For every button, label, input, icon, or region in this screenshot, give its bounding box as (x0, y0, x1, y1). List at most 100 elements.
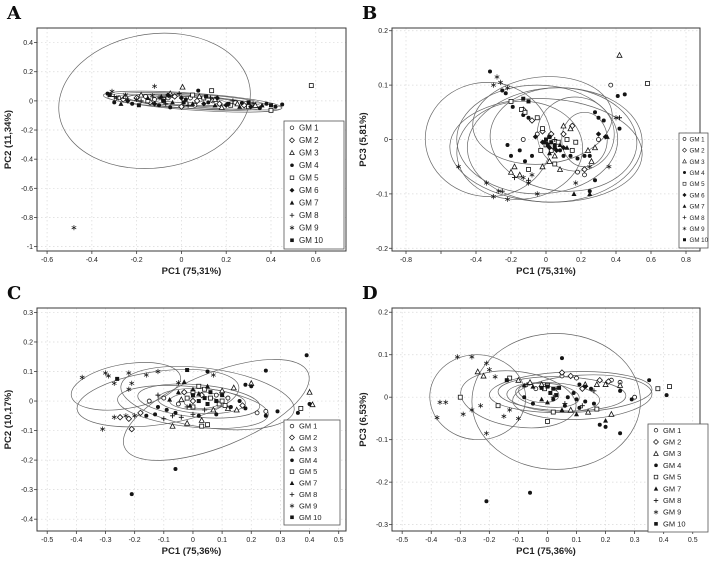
data-point (196, 88, 201, 93)
data-point (268, 103, 273, 108)
data-point (250, 101, 256, 107)
legend-label: GM 2 (663, 437, 681, 446)
data-point (560, 144, 567, 151)
data-point (161, 416, 167, 422)
data-point (161, 395, 167, 401)
legend-item: GM 8 (289, 490, 317, 499)
legend-item: GM 1 (682, 136, 705, 143)
data-point (259, 102, 265, 108)
data-point (587, 153, 592, 158)
data-point (209, 88, 215, 94)
data-point (486, 366, 492, 373)
data-point (246, 100, 251, 105)
data-point (515, 415, 521, 422)
legend-label: GM 8 (299, 211, 319, 220)
data-point (545, 419, 550, 424)
y-tick-label: -0.2 (376, 246, 388, 253)
legend-item: GM 1 (289, 123, 319, 132)
data-point (551, 386, 556, 391)
data-point (508, 99, 514, 104)
data-point (268, 107, 274, 113)
data-point (243, 382, 248, 387)
data-point (280, 102, 285, 107)
panel-c: -0.5 -0.4 -0.3 -0.2 -0.1 0 0.1 0.2 0.3 0.4 0.5 0.3 0… (0, 280, 355, 565)
data-point (510, 104, 515, 109)
data-point (225, 395, 231, 401)
data-point (568, 153, 573, 158)
legend-label: GM 5 (690, 181, 706, 188)
legend-label: GM 2 (299, 136, 319, 145)
legend-marker-icon (653, 509, 659, 515)
data-point (137, 409, 144, 417)
confidence-ellipse (512, 374, 653, 420)
data-point (483, 430, 489, 436)
data-point (264, 101, 269, 106)
legend-marker-icon (289, 434, 295, 441)
data-point (507, 407, 513, 413)
legend-label: GM 3 (690, 159, 706, 166)
data-point (647, 378, 652, 383)
data-point (515, 376, 522, 383)
data-point (551, 152, 558, 159)
y-tick-label: -0.1 (21, 428, 33, 435)
confidence-ellipse (76, 369, 240, 428)
data-point (583, 399, 588, 404)
data-point (552, 137, 558, 142)
legend-marker-icon (653, 486, 659, 491)
data-point (503, 91, 508, 96)
legend-marker-icon (653, 498, 659, 503)
y-tick-label: -0.1 (376, 191, 388, 198)
data-point (132, 413, 138, 419)
data-point (564, 137, 570, 142)
data-point (615, 93, 620, 98)
data-point (500, 88, 505, 93)
data-point (111, 94, 117, 100)
data-point (573, 139, 579, 145)
legend-marker-icon (683, 238, 686, 242)
data-point (184, 395, 190, 401)
data-point (196, 391, 202, 396)
data-point (603, 417, 609, 423)
data-point (520, 174, 526, 181)
data-point (214, 399, 219, 404)
data-point (216, 401, 222, 407)
legend-marker-icon (289, 423, 295, 429)
data-point (575, 156, 580, 161)
confidence-ellipse (122, 359, 310, 461)
data-point (605, 378, 612, 385)
data-point (526, 378, 534, 385)
data-point (185, 102, 191, 108)
pca-scatter-panel-a: -0.6 -0.4 -0.2 0 0.2 0.4 0.6 0.4 0.2 0 -0.2 -0.4 -0.… (3, 3, 347, 277)
data-point (126, 386, 132, 392)
data-point (511, 163, 518, 170)
data-point (219, 398, 225, 404)
panel-letter: C (7, 283, 21, 304)
x-tick-label: 0.6 (646, 257, 656, 264)
data-point (469, 354, 475, 360)
data-point (552, 161, 558, 167)
x-tick-label: 0.3 (276, 537, 286, 544)
pca-scatter-panel-b: -0.8 -0.4 -0.2 0 0.2 0.4 0.6 0.8 0.2 0.1 0 -0.1 -0.2… (358, 3, 709, 277)
data-point (196, 93, 203, 100)
data-point (218, 387, 226, 394)
data-point (228, 404, 233, 409)
data-point (460, 411, 466, 417)
legend-marker-icon (289, 187, 295, 193)
x-tick-label: 0.8 (681, 257, 691, 264)
confidence-ellipse (117, 385, 269, 429)
data-point (667, 384, 672, 389)
legend-item: GM 3 (289, 148, 319, 157)
legend-item: GM 6 (289, 186, 319, 195)
data-point (202, 396, 207, 401)
data-point (205, 401, 210, 406)
legend-box (283, 120, 345, 250)
data-point (189, 397, 197, 405)
confidence-ellipse (449, 98, 643, 203)
data-point (526, 115, 531, 120)
x-tick-label: 0.5 (688, 537, 698, 544)
legend-marker-icon (682, 215, 687, 220)
data-point (307, 401, 312, 406)
data-point (254, 410, 260, 416)
legend-marker-icon (682, 137, 687, 141)
data-point (484, 180, 489, 186)
